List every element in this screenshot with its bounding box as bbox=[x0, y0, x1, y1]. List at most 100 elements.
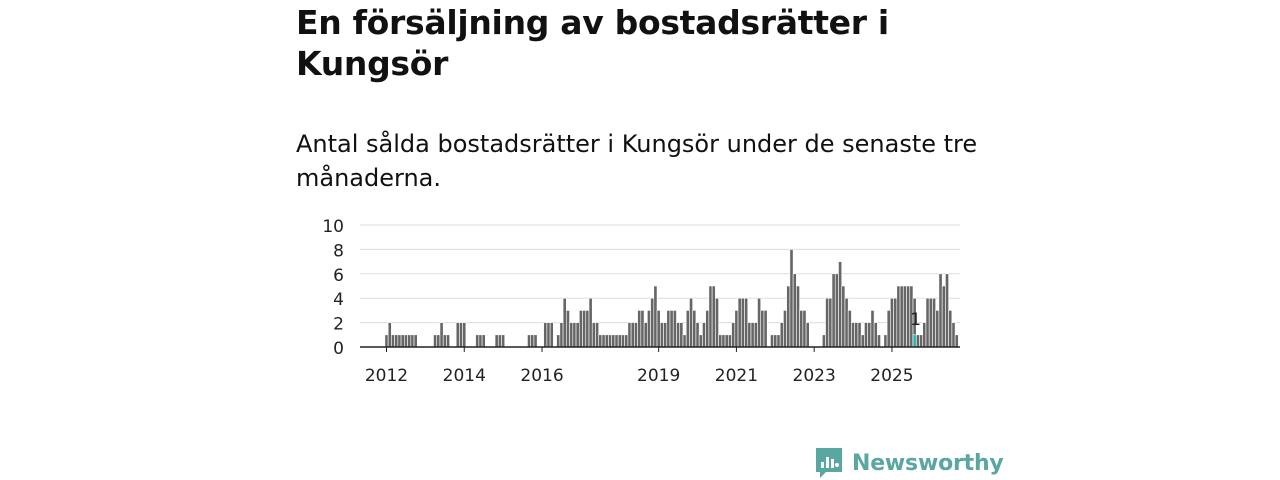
bar bbox=[731, 322, 736, 348]
bar bbox=[851, 322, 855, 348]
bar bbox=[640, 310, 645, 348]
bar bbox=[760, 310, 765, 348]
bar bbox=[679, 322, 684, 348]
bar bbox=[893, 297, 898, 348]
bar bbox=[890, 297, 894, 348]
bar bbox=[617, 334, 622, 348]
bar bbox=[747, 322, 752, 348]
bar bbox=[877, 334, 881, 348]
bar bbox=[734, 310, 739, 348]
bar bbox=[572, 322, 577, 348]
bar bbox=[834, 273, 839, 348]
bar bbox=[656, 310, 661, 348]
bar bbox=[578, 310, 583, 348]
bar bbox=[689, 297, 693, 348]
gridlines bbox=[360, 224, 960, 324]
last-value-label: 1 bbox=[910, 310, 921, 330]
bar bbox=[478, 334, 483, 348]
bar bbox=[666, 310, 671, 348]
bar bbox=[938, 273, 943, 348]
bar bbox=[925, 297, 930, 348]
bar bbox=[692, 310, 697, 348]
bar bbox=[948, 310, 953, 348]
bar bbox=[744, 297, 749, 348]
bar bbox=[737, 297, 742, 348]
x-tick-label: 2021 bbox=[715, 366, 758, 386]
bar bbox=[582, 310, 587, 348]
bar bbox=[870, 310, 875, 348]
bar bbox=[669, 310, 674, 348]
bar bbox=[757, 297, 762, 348]
bar bbox=[566, 310, 570, 348]
bar bbox=[455, 322, 460, 348]
bar bbox=[886, 310, 891, 348]
bar bbox=[935, 310, 940, 348]
bar bbox=[860, 334, 865, 348]
bar bbox=[728, 334, 732, 348]
bar bbox=[922, 322, 927, 348]
bar bbox=[608, 334, 612, 348]
bar bbox=[591, 322, 596, 348]
bar bbox=[462, 322, 467, 348]
y-tick-label: 10 bbox=[322, 217, 344, 237]
bar bbox=[740, 297, 745, 348]
bar bbox=[941, 285, 946, 348]
newsworthy-logo-icon bbox=[816, 448, 842, 478]
bar bbox=[821, 334, 826, 348]
x-tick-label: 2025 bbox=[870, 366, 913, 386]
bar bbox=[796, 285, 800, 348]
bar bbox=[575, 322, 580, 348]
bar bbox=[792, 273, 797, 348]
bar bbox=[919, 334, 924, 348]
bar bbox=[753, 322, 758, 348]
bar bbox=[436, 334, 441, 348]
bar bbox=[928, 297, 933, 348]
bar bbox=[724, 334, 729, 348]
bar bbox=[708, 285, 713, 348]
bar bbox=[410, 334, 415, 348]
bar bbox=[954, 334, 959, 348]
newsworthy-brand: Newsworthy bbox=[814, 446, 1004, 480]
bar bbox=[773, 334, 778, 348]
bar bbox=[611, 334, 616, 348]
bar bbox=[481, 334, 486, 348]
bar bbox=[721, 334, 726, 348]
bar bbox=[624, 334, 629, 348]
bar bbox=[770, 334, 774, 348]
bar bbox=[394, 334, 399, 348]
x-tick-label: 2012 bbox=[365, 366, 408, 386]
bar bbox=[698, 334, 703, 348]
bar bbox=[750, 322, 755, 348]
bar bbox=[637, 310, 642, 348]
bar bbox=[831, 273, 836, 348]
bar bbox=[585, 310, 590, 348]
bar bbox=[530, 334, 535, 348]
bar bbox=[844, 297, 849, 348]
bar bbox=[915, 334, 920, 348]
bar bbox=[951, 322, 956, 348]
bar bbox=[413, 334, 418, 348]
bar bbox=[676, 322, 681, 348]
bar bbox=[705, 310, 710, 348]
bar bbox=[634, 322, 638, 348]
chart-subtitle: Antal sålda bostadsrätter i Kungsör unde… bbox=[296, 130, 978, 192]
bar bbox=[546, 322, 551, 348]
y-tick-label: 2 bbox=[333, 315, 344, 335]
bar bbox=[407, 334, 412, 348]
y-axis-ticks: 0 2 4 6 8 10 bbox=[322, 217, 344, 359]
bar bbox=[501, 334, 506, 348]
bar bbox=[783, 310, 787, 348]
bar bbox=[391, 334, 395, 348]
bar bbox=[864, 322, 868, 348]
bar bbox=[627, 322, 632, 348]
bar bbox=[653, 285, 658, 348]
bar bbox=[825, 297, 830, 348]
bar bbox=[527, 334, 531, 348]
bar bbox=[614, 334, 619, 348]
bar bbox=[841, 285, 846, 348]
bar bbox=[494, 334, 499, 348]
highlight-bar bbox=[912, 334, 917, 348]
bar bbox=[896, 285, 901, 348]
bar bbox=[711, 285, 716, 348]
bar bbox=[588, 297, 593, 348]
